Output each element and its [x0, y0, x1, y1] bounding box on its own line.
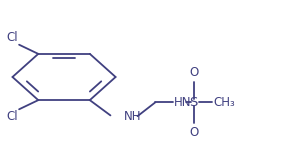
Text: CH₃: CH₃: [213, 96, 235, 109]
Text: O: O: [189, 66, 198, 79]
Text: Cl: Cl: [6, 110, 18, 123]
Text: O: O: [189, 126, 198, 139]
Text: NH: NH: [124, 110, 141, 123]
Text: HN: HN: [174, 96, 192, 109]
Text: S: S: [189, 96, 198, 109]
Text: Cl: Cl: [6, 31, 18, 44]
